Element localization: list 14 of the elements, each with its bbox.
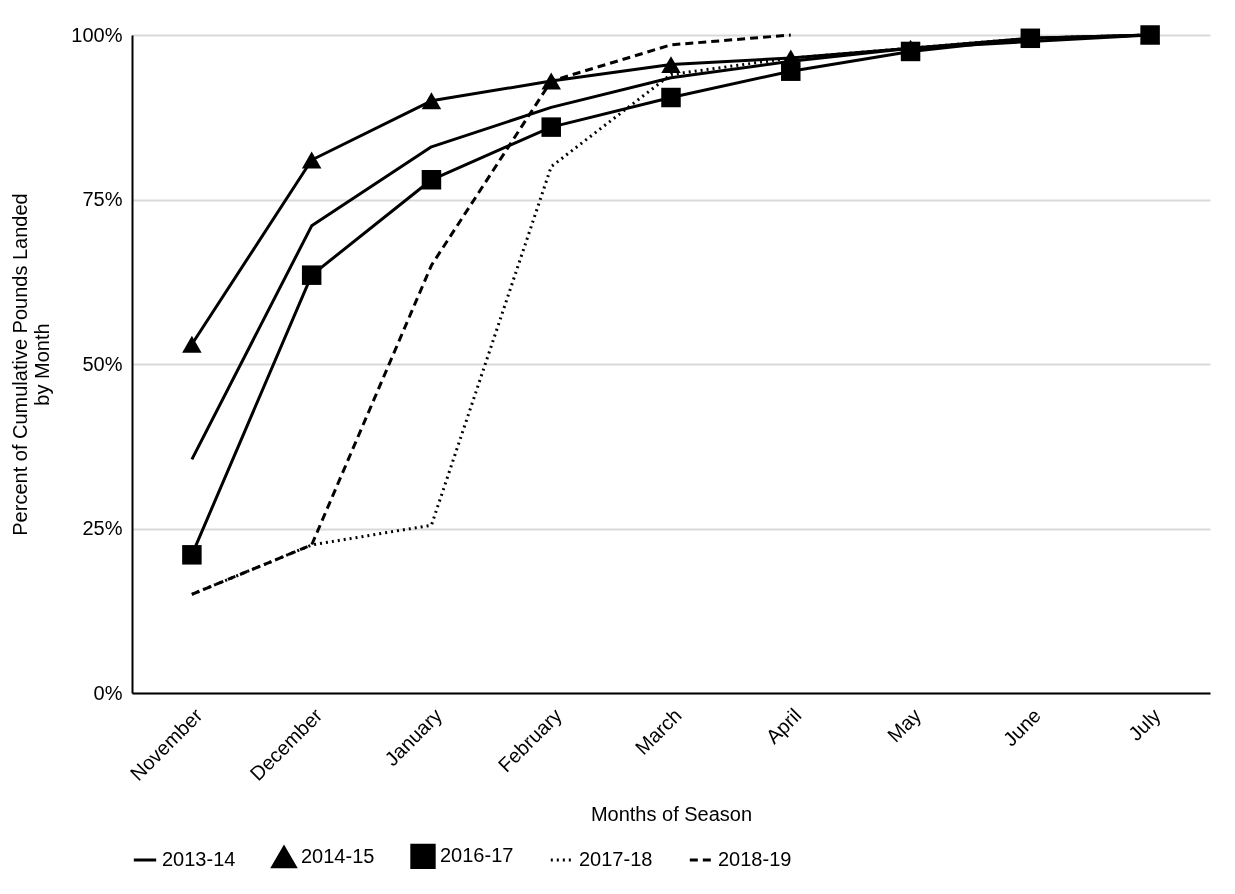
x-tick-label: July (1124, 704, 1165, 745)
legend-label: 2018-19 (718, 848, 792, 870)
legend-label: 2014-15 (301, 845, 375, 868)
x-axis-title: Months of Season (590, 802, 753, 825)
y-tick-label: 0% (93, 681, 123, 704)
y-tick-label: 75% (82, 188, 123, 210)
y-axis-title: Percent of Cumulative Pounds Landed by Month (9, 193, 54, 536)
legend-label: 2013-14 (162, 848, 236, 870)
y-tick-label: 50% (82, 352, 123, 375)
y-tick-label: 100% (71, 23, 123, 46)
x-tick-label: May (882, 704, 926, 747)
legend-label: 2017-18 (579, 848, 653, 870)
y-tick-label: 25% (82, 517, 123, 539)
legend-label: 2016-17 (440, 844, 514, 867)
